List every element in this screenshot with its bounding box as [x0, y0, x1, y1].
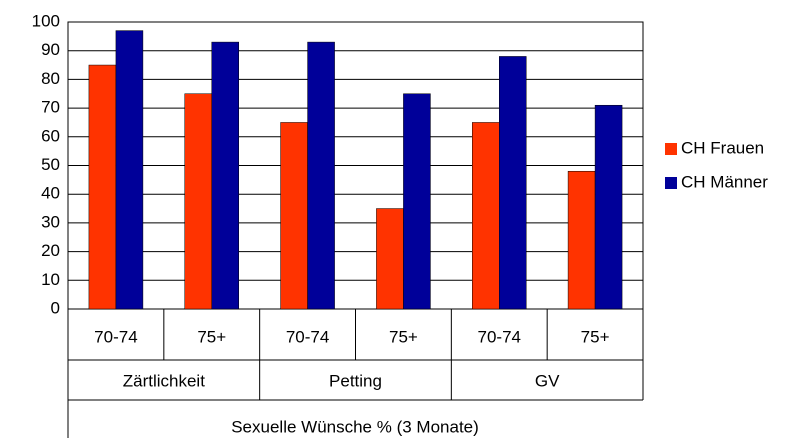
y-tick-label: 20 [41, 241, 60, 260]
bar [307, 41, 335, 310]
y-tick-label: 10 [41, 270, 60, 289]
x-group-label: GV [535, 371, 560, 390]
y-tick-label: 50 [41, 155, 60, 174]
bar [376, 208, 404, 310]
y-tick-label: 60 [41, 126, 60, 145]
bar [567, 170, 596, 310]
x-group-label: Zärtlichkeit [123, 371, 205, 390]
bar [472, 122, 500, 310]
bar [115, 30, 144, 310]
bar [88, 64, 117, 310]
y-tick-label: 70 [41, 98, 60, 117]
x-tick-label: 70-74 [478, 327, 521, 346]
y-tick-label: 80 [41, 69, 60, 88]
legend-label: CH Männer [681, 172, 768, 191]
x-tick-label: 75+ [197, 327, 226, 346]
y-tick-label: 0 [51, 298, 60, 317]
x-tick-label: 70-74 [286, 327, 329, 346]
y-tick-label: 90 [41, 40, 60, 59]
y-tick-label: 100 [32, 11, 60, 30]
bar [280, 122, 308, 310]
x-tick-label: 75+ [389, 327, 418, 346]
legend-swatch [665, 177, 677, 189]
bar [403, 93, 431, 310]
x-tick-label: 75+ [581, 327, 610, 346]
x-tick-label: 70-74 [94, 327, 137, 346]
bar [184, 93, 212, 310]
bar [499, 56, 527, 310]
x-group-label: Petting [329, 371, 382, 390]
legend-swatch [665, 143, 677, 155]
bar [211, 41, 239, 310]
bar [594, 104, 623, 310]
y-tick-label: 30 [41, 212, 60, 231]
x-axis-title: Sexuelle Wünsche % (3 Monate) [231, 417, 479, 436]
legend-label: CH Frauen [681, 138, 764, 157]
y-tick-label: 40 [41, 184, 60, 203]
